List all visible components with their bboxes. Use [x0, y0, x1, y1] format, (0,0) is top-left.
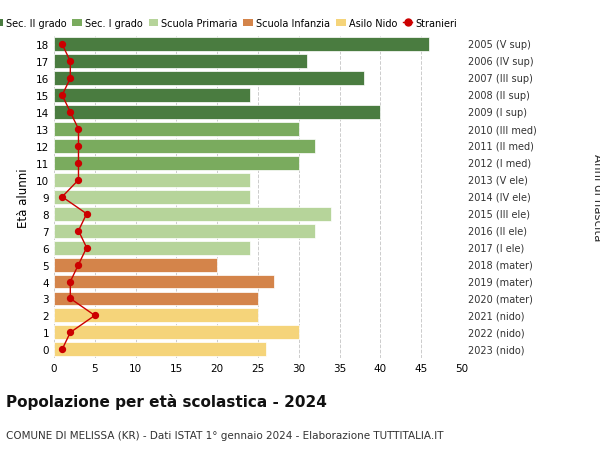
Point — [58, 92, 67, 100]
Y-axis label: Età alunni: Età alunni — [17, 168, 31, 227]
Text: Anni di nascita: Anni di nascita — [590, 154, 600, 241]
Bar — [54, 342, 266, 357]
Point — [74, 143, 83, 150]
Text: 2011 (II med): 2011 (II med) — [468, 142, 534, 151]
Text: COMUNE DI MELISSA (KR) - Dati ISTAT 1° gennaio 2024 - Elaborazione TUTTITALIA.IT: COMUNE DI MELISSA (KR) - Dati ISTAT 1° g… — [6, 431, 443, 440]
Bar — [54, 106, 380, 120]
Text: 2021 (nido): 2021 (nido) — [468, 311, 524, 321]
Point — [58, 41, 67, 49]
Bar — [54, 89, 250, 103]
Bar — [54, 326, 299, 340]
Point — [82, 245, 91, 252]
Point — [65, 109, 75, 117]
Bar — [54, 241, 250, 255]
Text: 2014 (IV ele): 2014 (IV ele) — [468, 192, 531, 202]
Point — [65, 295, 75, 302]
Bar — [54, 174, 250, 187]
Text: 2005 (V sup): 2005 (V sup) — [468, 40, 531, 50]
Text: 2009 (I sup): 2009 (I sup) — [468, 108, 527, 118]
Point — [74, 126, 83, 134]
Bar — [54, 190, 250, 204]
Point — [65, 329, 75, 336]
Point — [58, 194, 67, 201]
Bar — [54, 258, 217, 272]
Bar — [54, 275, 274, 289]
Text: 2017 (I ele): 2017 (I ele) — [468, 243, 524, 253]
Text: 2007 (III sup): 2007 (III sup) — [468, 74, 533, 84]
Bar — [54, 207, 331, 221]
Text: 2023 (nido): 2023 (nido) — [468, 345, 524, 354]
Bar — [54, 157, 299, 170]
Text: 2010 (III med): 2010 (III med) — [468, 125, 537, 135]
Point — [74, 160, 83, 167]
Text: 2006 (IV sup): 2006 (IV sup) — [468, 57, 533, 67]
Text: 2012 (I med): 2012 (I med) — [468, 158, 531, 168]
Bar — [54, 55, 307, 69]
Text: 2020 (mater): 2020 (mater) — [468, 294, 533, 304]
Point — [90, 312, 100, 319]
Bar — [54, 38, 430, 52]
Bar — [54, 292, 258, 306]
Bar — [54, 309, 258, 323]
Text: 2022 (nido): 2022 (nido) — [468, 328, 524, 338]
Point — [65, 278, 75, 285]
Text: 2008 (II sup): 2008 (II sup) — [468, 91, 530, 101]
Point — [74, 177, 83, 184]
Point — [65, 58, 75, 66]
Text: 2018 (mater): 2018 (mater) — [468, 260, 533, 270]
Point — [82, 211, 91, 218]
Point — [65, 75, 75, 83]
Bar — [54, 72, 364, 86]
Point — [74, 228, 83, 235]
Bar — [54, 140, 315, 154]
Point — [74, 261, 83, 269]
Text: 2016 (II ele): 2016 (II ele) — [468, 226, 527, 236]
Legend: Sec. II grado, Sec. I grado, Scuola Primaria, Scuola Infanzia, Asilo Nido, Stran: Sec. II grado, Sec. I grado, Scuola Prim… — [0, 19, 457, 28]
Bar — [54, 224, 315, 238]
Text: 2019 (mater): 2019 (mater) — [468, 277, 533, 287]
Text: 2015 (III ele): 2015 (III ele) — [468, 209, 530, 219]
Bar — [54, 123, 299, 137]
Text: 2013 (V ele): 2013 (V ele) — [468, 175, 528, 185]
Text: Popolazione per età scolastica - 2024: Popolazione per età scolastica - 2024 — [6, 393, 327, 409]
Point — [58, 346, 67, 353]
